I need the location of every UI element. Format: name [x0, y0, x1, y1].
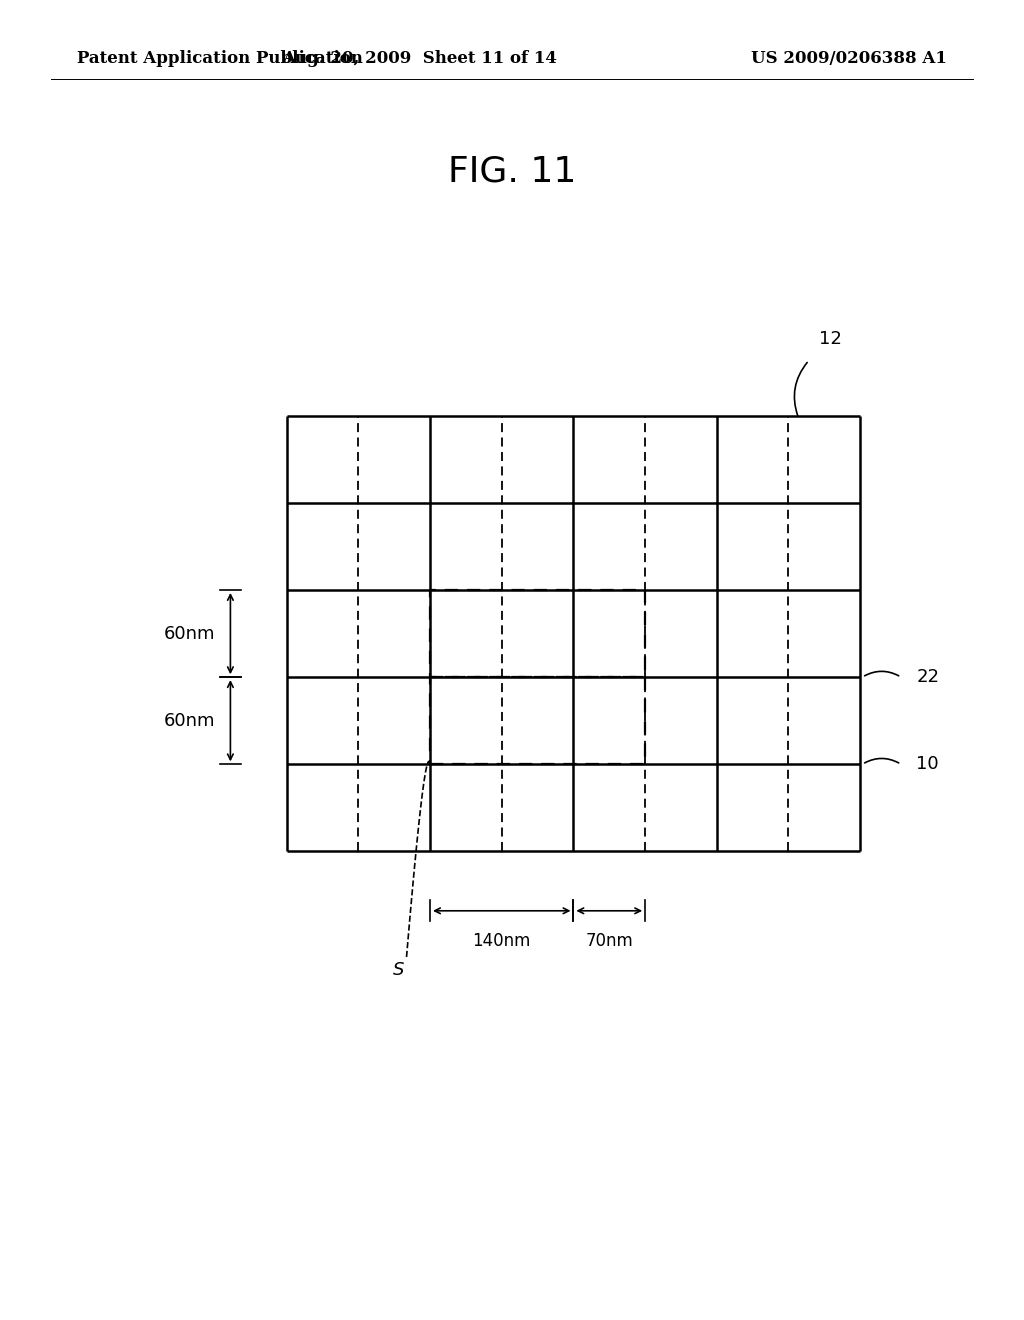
Text: 10: 10	[916, 755, 939, 774]
Text: 70nm: 70nm	[586, 932, 633, 950]
Text: 60nm: 60nm	[164, 624, 215, 643]
Text: Patent Application Publication: Patent Application Publication	[77, 50, 362, 67]
Bar	[430, 590, 645, 677]
Text: 60nm: 60nm	[164, 711, 215, 730]
Text: 22: 22	[916, 668, 939, 686]
Bar	[430, 677, 645, 764]
Text: Aug. 20, 2009  Sheet 11 of 14: Aug. 20, 2009 Sheet 11 of 14	[283, 50, 557, 67]
Text: FIG. 11: FIG. 11	[447, 154, 577, 189]
Text: 12: 12	[819, 330, 842, 348]
Text: S: S	[393, 961, 404, 979]
Text: 140nm: 140nm	[472, 932, 531, 950]
Text: US 2009/0206388 A1: US 2009/0206388 A1	[752, 50, 947, 67]
